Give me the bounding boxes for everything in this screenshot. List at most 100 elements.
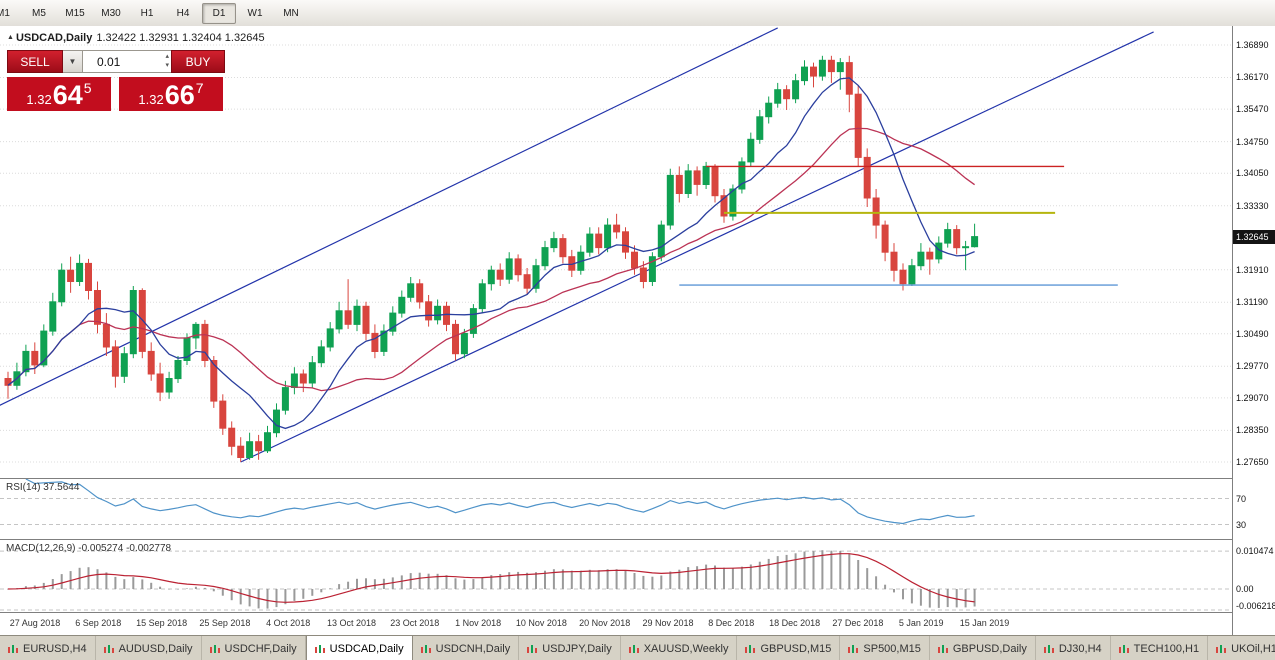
buy-price-pip: 7 xyxy=(195,80,204,96)
rsi-indicator-pane[interactable]: RSI(14) 37.5644 xyxy=(0,478,1232,540)
tab-chart-icon xyxy=(209,644,220,653)
tab-chart-icon xyxy=(848,644,859,653)
chart-tab-tech100-h1[interactable]: TECH100,H1 xyxy=(1111,636,1209,660)
tab-label: UKOil,H1 xyxy=(1231,642,1275,655)
tab-chart-icon xyxy=(1118,644,1129,653)
price-axis-label: 1.35470 xyxy=(1236,104,1269,115)
timeframe-toolbar: M1 M5 M15 M30 H1 H4 D1 W1 MN xyxy=(0,0,1275,27)
price-axis-label: 1.34750 xyxy=(1236,136,1269,147)
tab-label: XAUUSD,Weekly xyxy=(643,642,729,655)
tab-chart-icon xyxy=(1043,644,1054,653)
tab-chart-icon xyxy=(103,644,114,653)
chart-tab-eurusd-h4[interactable]: EURUSD,H4 xyxy=(0,636,96,660)
sell-price-main: 64 xyxy=(52,80,83,110)
date-axis-label: 1 Nov 2018 xyxy=(455,618,502,628)
tab-chart-icon xyxy=(420,644,431,653)
macd-level-label: 0.00 xyxy=(1236,584,1254,594)
date-axis-label: 25 Sep 2018 xyxy=(199,618,251,628)
date-axis-label: 20 Nov 2018 xyxy=(579,618,631,628)
timeframe-button-w1[interactable]: W1 xyxy=(247,7,263,19)
date-axis-label: 10 Nov 2018 xyxy=(515,618,567,628)
tab-label: GBPUSD,Daily xyxy=(952,642,1027,655)
tab-label: USDCHF,Daily xyxy=(224,642,297,655)
tab-chart-icon xyxy=(937,644,948,653)
current-price-badge: 1.32645 xyxy=(1233,229,1275,244)
buy-price-button[interactable]: 1.32 66 7 xyxy=(119,77,223,111)
sell-price-button[interactable]: 1.32 64 5 xyxy=(7,77,111,111)
price-axis-label: 1.34050 xyxy=(1236,168,1269,179)
price-axis-label: 1.36170 xyxy=(1236,72,1269,83)
time-axis[interactable]: 27 Aug 2018 6 Sep 2018 15 Sep 2018 25 Sep 2… xyxy=(0,612,1232,636)
timeframe-button-m15[interactable]: M15 xyxy=(65,7,85,19)
price-chart-pane[interactable]: ▲ USDCAD,Daily 1.32422 1.32931 1.32404 1.3… xyxy=(0,26,1232,478)
chart-tab-gbpusd-m15[interactable]: GBPUSD,M15 xyxy=(737,636,841,660)
date-axis-label: 27 Aug 2018 xyxy=(9,618,61,628)
spinner-down-icon[interactable]: ▾ xyxy=(165,62,169,69)
tab-chart-icon xyxy=(314,644,325,653)
price-axis-label: 1.30490 xyxy=(1236,328,1269,339)
chart-tab-usdcnh-daily[interactable]: USDCNH,Daily xyxy=(413,636,520,660)
date-axis-label: 5 Jan 2019 xyxy=(898,618,944,628)
chart-tab-sp500-m15[interactable]: SP500,M15 xyxy=(840,636,930,660)
tab-label: GBPUSD,M15 xyxy=(760,642,832,655)
price-axis-label: 1.29070 xyxy=(1236,392,1269,403)
spinner-up-icon[interactable]: ▴ xyxy=(165,53,169,60)
chevron-down-icon: ▼ xyxy=(68,57,77,66)
date-axis-label: 4 Oct 2018 xyxy=(266,618,311,628)
tab-label: DJ30,H4 xyxy=(1058,642,1102,655)
lot-dropdown-button[interactable]: ▼ xyxy=(63,50,83,73)
date-axis-label: 27 Dec 2018 xyxy=(832,618,884,628)
timeframe-button-mn[interactable]: MN xyxy=(283,7,299,19)
date-axis-label: 29 Nov 2018 xyxy=(642,618,694,628)
chart-tab-dj30-h4[interactable]: DJ30,H4 xyxy=(1036,636,1111,660)
tab-label: USDCAD,Daily xyxy=(329,642,404,655)
lot-spinner[interactable]: ▴ ▾ xyxy=(165,52,169,70)
price-axis-label: 1.27650 xyxy=(1236,457,1269,468)
price-axis-label: 1.33330 xyxy=(1236,200,1269,211)
date-axis-label: 6 Sep 2018 xyxy=(75,618,122,628)
price-axis-label: 1.36890 xyxy=(1236,40,1269,50)
tab-label: TECH100,H1 xyxy=(1133,642,1200,655)
tab-label: EURUSD,H4 xyxy=(23,642,87,655)
date-axis-label: 15 Jan 2019 xyxy=(959,618,1010,628)
chart-tab-xauusd-weekly[interactable]: XAUUSD,Weekly xyxy=(621,636,738,660)
chart-tab-usdchf-daily[interactable]: USDCHF,Daily xyxy=(202,636,306,660)
macd-chart xyxy=(0,550,1232,611)
tab-chart-icon xyxy=(8,644,18,653)
date-axis-label: 15 Sep 2018 xyxy=(136,618,188,628)
rsi-level-label: 70 xyxy=(1236,493,1247,504)
tab-chart-icon xyxy=(745,644,756,653)
buy-button[interactable]: BUY xyxy=(171,50,225,73)
chart-tab-audusd-daily[interactable]: AUDUSD,Daily xyxy=(96,636,202,660)
timeframe-button-d1[interactable]: D1 xyxy=(202,2,236,24)
collapse-arrow-icon[interactable]: ▲ xyxy=(7,34,14,41)
timeframe-button-m30[interactable]: M30 xyxy=(101,7,121,19)
timeframe-button-m1[interactable]: M1 xyxy=(0,7,10,19)
timeframe-button-m5[interactable]: M5 xyxy=(32,7,46,19)
macd-indicator-pane[interactable]: MACD(12,26,9) -0.005274 -0.002778 xyxy=(0,539,1232,613)
tab-chart-icon xyxy=(527,644,538,653)
timeframe-button-h4[interactable]: H4 xyxy=(176,7,190,19)
buy-price-main: 66 xyxy=(164,80,195,110)
timeframe-button-h1[interactable]: H1 xyxy=(140,7,154,19)
tab-label: AUDUSD,Daily xyxy=(118,642,193,655)
rsi-level-label: 30 xyxy=(1236,519,1247,530)
date-axis-label: 13 Oct 2018 xyxy=(326,618,377,628)
macd-level-label: -0.006218 xyxy=(1236,601,1275,611)
chart-tab-ukoil-h1[interactable]: UKOil,H1 xyxy=(1208,636,1275,660)
price-axis-label: 1.29770 xyxy=(1236,361,1269,372)
buy-price-prefix: 1.32 xyxy=(138,92,164,107)
rsi-chart xyxy=(0,479,1232,525)
chart-tab-usdcad-daily[interactable]: USDCAD,Daily xyxy=(305,636,413,660)
chart-tab-gbpusd-daily[interactable]: GBPUSD,Daily xyxy=(930,636,1036,660)
sell-button[interactable]: SELL xyxy=(7,50,63,73)
lot-size-input[interactable] xyxy=(83,54,145,69)
price-axis-label: 1.31190 xyxy=(1236,297,1268,308)
tab-chart-icon xyxy=(628,644,639,653)
chart-header: ▲ USDCAD,Daily 1.32422 1.32931 1.32404 1.3… xyxy=(7,32,265,44)
chart-symbol-label: USDCAD,Daily xyxy=(15,32,93,44)
price-axis[interactable]: 1.36890 1.36170 1.35470 1.34750 1.34050 1.333… xyxy=(1232,26,1275,635)
candlestick-chart xyxy=(0,27,1232,463)
chart-tab-usdjpy-daily[interactable]: USDJPY,Daily xyxy=(519,636,621,660)
